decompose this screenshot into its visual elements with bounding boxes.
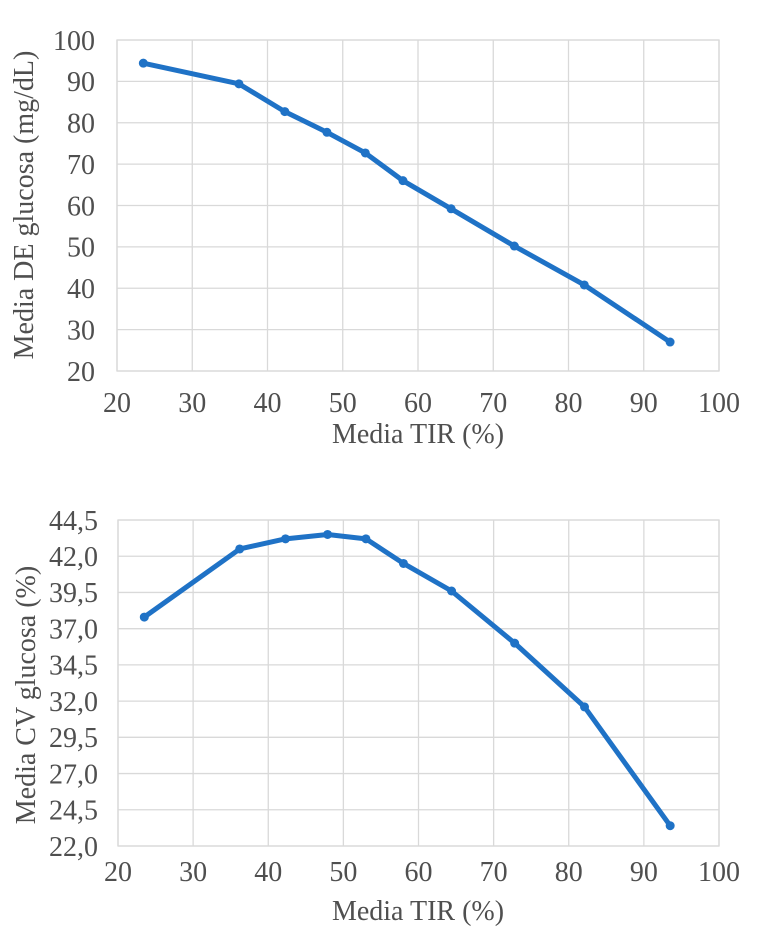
y-tick-label: 34,5	[49, 651, 98, 682]
y-tick-label: 24,5	[49, 796, 98, 827]
y-tick-label: 60	[67, 191, 95, 222]
y-tick-label: 37,0	[49, 614, 98, 645]
x-tick-label: 20	[104, 857, 132, 888]
x-tick-label: 20	[103, 388, 131, 419]
y-tick-label: 32,0	[49, 687, 98, 718]
data-point-marker	[280, 107, 290, 117]
data-point-marker	[323, 529, 333, 539]
x-axis-title: Media TIR (%)	[332, 896, 504, 927]
y-tick-label: 42,0	[49, 542, 98, 573]
y-tick-label: 27,0	[49, 759, 98, 790]
x-tick-label: 90	[630, 857, 658, 888]
y-tick-label: 22,0	[49, 832, 98, 863]
data-point-marker	[580, 702, 590, 712]
y-tick-label: 100	[53, 26, 95, 57]
y-tick-label: 40	[67, 274, 95, 305]
data-series-line	[141, 531, 673, 829]
data-point-marker	[360, 148, 370, 158]
data-point-marker	[234, 79, 244, 89]
data-point-marker	[665, 337, 675, 347]
data-point-marker	[361, 534, 371, 544]
x-tick-label: 80	[555, 857, 583, 888]
x-tick-label: 40	[254, 857, 282, 888]
x-tick-label: 30	[179, 857, 207, 888]
y-axis-title: Media DE glucosa (mg/dL)	[9, 51, 40, 360]
y-tick-label: 50	[67, 233, 95, 264]
cv-glucose-vs-tir-chart: 22,0 24,5 27,0 29,5 32,0 34,5 37,0 39,5 42,0 44,5…	[0, 470, 766, 945]
data-point-marker	[322, 127, 332, 137]
y-tick-label: 80	[67, 109, 95, 140]
sd-glucose-line-chart: 20 30 40 50 60 70 80 90 100 20 30 40 50 60 70 80 90 100 Me…	[9, 26, 740, 450]
data-point-marker	[510, 638, 520, 648]
x-tick-label: 50	[329, 388, 357, 419]
x-axis-title: Media TIR (%)	[332, 419, 504, 450]
x-tick-label: 60	[404, 388, 432, 419]
y-tick-label: 30	[67, 315, 95, 346]
y-tick-label: 39,5	[49, 578, 98, 609]
data-point-marker	[235, 544, 245, 554]
x-tick-label: 90	[630, 388, 658, 419]
x-tick-label: 70	[480, 857, 508, 888]
data-point-marker	[509, 241, 519, 251]
x-tick-label: 70	[479, 388, 507, 419]
plot-border	[116, 39, 720, 372]
data-point-marker	[579, 280, 589, 290]
y-tick-label: 29,5	[49, 723, 98, 754]
y-tick-label: 90	[67, 67, 95, 98]
data-point-marker	[446, 204, 456, 214]
data-point-marker	[281, 534, 291, 544]
y-tick-label: 20	[67, 357, 95, 388]
x-tick-label: 80	[555, 388, 583, 419]
y-axis-title: Media CV glucosa (%)	[11, 566, 42, 824]
x-tick-label: 50	[329, 857, 357, 888]
data-point-marker	[398, 558, 408, 568]
data-series-line	[140, 60, 673, 345]
x-tick-label: 30	[178, 388, 206, 419]
sd-glucose-vs-tir-chart: 20 30 40 50 60 70 80 90 100 20 30 40 50 60 70 80 90 100 Me…	[0, 0, 766, 470]
x-tick-label: 100	[698, 388, 740, 419]
x-tick-label: 100	[698, 857, 740, 888]
y-tick-label: 70	[67, 150, 95, 181]
cv-glucose-line-chart: 22,0 24,5 27,0 29,5 32,0 34,5 37,0 39,5 42,0 44,5…	[11, 506, 740, 927]
data-point-marker	[398, 176, 408, 186]
x-tick-label: 60	[405, 857, 433, 888]
plot-border	[117, 519, 720, 847]
x-tick-label: 40	[254, 388, 282, 419]
y-tick-label: 44,5	[49, 506, 98, 537]
data-point-marker	[139, 612, 149, 622]
data-point-marker	[665, 821, 675, 831]
data-point-marker	[138, 58, 148, 68]
data-point-marker	[447, 586, 457, 596]
